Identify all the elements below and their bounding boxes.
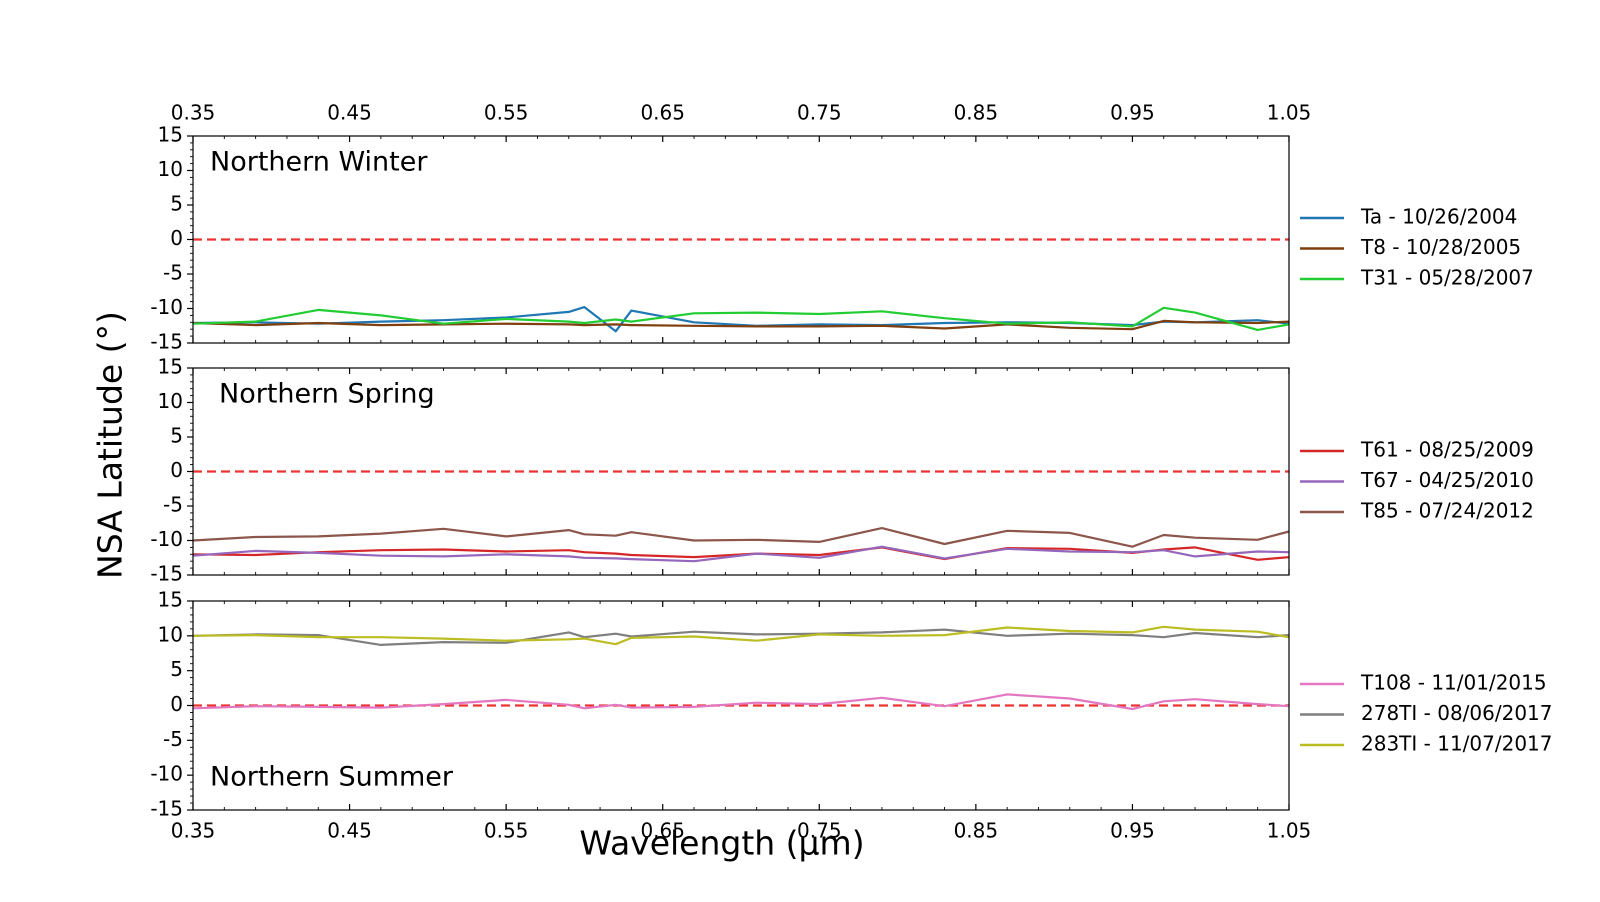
panel-label: Northern Winter [210, 147, 428, 178]
legend-entry: T8 - 10/28/2005 [1360, 235, 1521, 259]
y-tick-label: -5 [163, 493, 183, 517]
series-line-2 [192, 628, 1290, 647]
legend-entry: T31 - 05/28/2007 [1360, 266, 1534, 290]
y-tick-label: -10 [150, 295, 183, 319]
series-line-2 [192, 545, 1290, 563]
x-tick-label-bottom: 0.85 [954, 819, 999, 843]
y-tick-label: 0 [170, 692, 183, 716]
y-tick-label: -15 [150, 797, 183, 821]
x-tick-label-top: 1.05 [1267, 101, 1312, 125]
series-line-3 [192, 306, 1290, 331]
series-line-3 [192, 526, 1290, 548]
legend-entry: 278TI - 08/06/2017 [1361, 701, 1553, 725]
y-tick-label: 10 [158, 389, 183, 413]
y-tick-label: 15 [158, 123, 183, 147]
legend-entry: T61 - 08/25/2009 [1360, 438, 1534, 462]
y-tick-label: 10 [158, 622, 183, 646]
panel-3: 15 10 5 0 -5 -10 -15 Northern Summer T108 - 11/0… [150, 588, 1552, 821]
legend-entry: T67 - 04/25/2010 [1360, 468, 1534, 492]
series-line-1 [192, 693, 1290, 711]
legend-entry: 283TI - 11/07/2017 [1361, 732, 1553, 756]
y-tick-label: -15 [150, 562, 183, 586]
x-axis-label: Wavelength (μm) [579, 824, 864, 863]
y-tick-label: -15 [150, 330, 183, 354]
y-tick-label: 0 [170, 226, 183, 250]
x-tick-label-top: 0.45 [327, 101, 372, 125]
y-axis-label: NSA Latitude (°) [91, 311, 130, 579]
y-tick-label: 15 [158, 588, 183, 612]
y-tick-label: -10 [150, 762, 183, 786]
x-tick-label-bottom: 0.95 [1110, 819, 1155, 843]
y-tick-label: -10 [150, 527, 183, 551]
x-tick-label-bottom: 0.65 [640, 819, 685, 843]
x-tick-label-bottom: 0.55 [484, 819, 529, 843]
panel-1: 15 10 5 0 -5 -10 -15 Northern Winter Ta - 10/26/… [150, 123, 1534, 354]
x-tick-label-top: 0.35 [171, 101, 216, 125]
x-tick-label-top: 0.65 [640, 101, 685, 125]
y-tick-label: 0 [170, 458, 183, 482]
y-tick-label: -5 [163, 727, 183, 751]
y-tick-label: 15 [158, 355, 183, 379]
x-tick-label-top: 0.85 [954, 101, 999, 125]
x-tick-label-top: 0.95 [1110, 101, 1155, 125]
y-tick-label: -5 [163, 261, 183, 285]
panel-label: Northern Spring [219, 379, 435, 410]
panel-2: 15 10 5 0 -5 -10 -15 Northern Spring T61 - 08/25… [150, 355, 1534, 586]
x-tick-label-bottom: 0.45 [327, 819, 372, 843]
legend-entry: T108 - 11/01/2015 [1360, 671, 1547, 695]
series-line-3 [192, 625, 1290, 646]
x-tick-label-bottom: 0.35 [171, 819, 216, 843]
series-line-2 [192, 319, 1290, 331]
y-tick-label: 5 [170, 192, 183, 216]
y-tick-label: 5 [170, 657, 183, 681]
y-tick-label: 10 [158, 157, 183, 181]
legend-entry: Ta - 10/26/2004 [1360, 205, 1517, 229]
series-line-1 [192, 306, 1290, 333]
x-tick-label-top: 0.75 [797, 101, 842, 125]
x-tick-label-top: 0.55 [484, 101, 529, 125]
panel-label: Northern Summer [210, 762, 454, 793]
x-tick-label-bottom: 0.75 [797, 819, 842, 843]
x-tick-label-bottom: 1.05 [1267, 819, 1312, 843]
legend-entry: T85 - 07/24/2012 [1360, 499, 1534, 523]
y-tick-label: 5 [170, 424, 183, 448]
